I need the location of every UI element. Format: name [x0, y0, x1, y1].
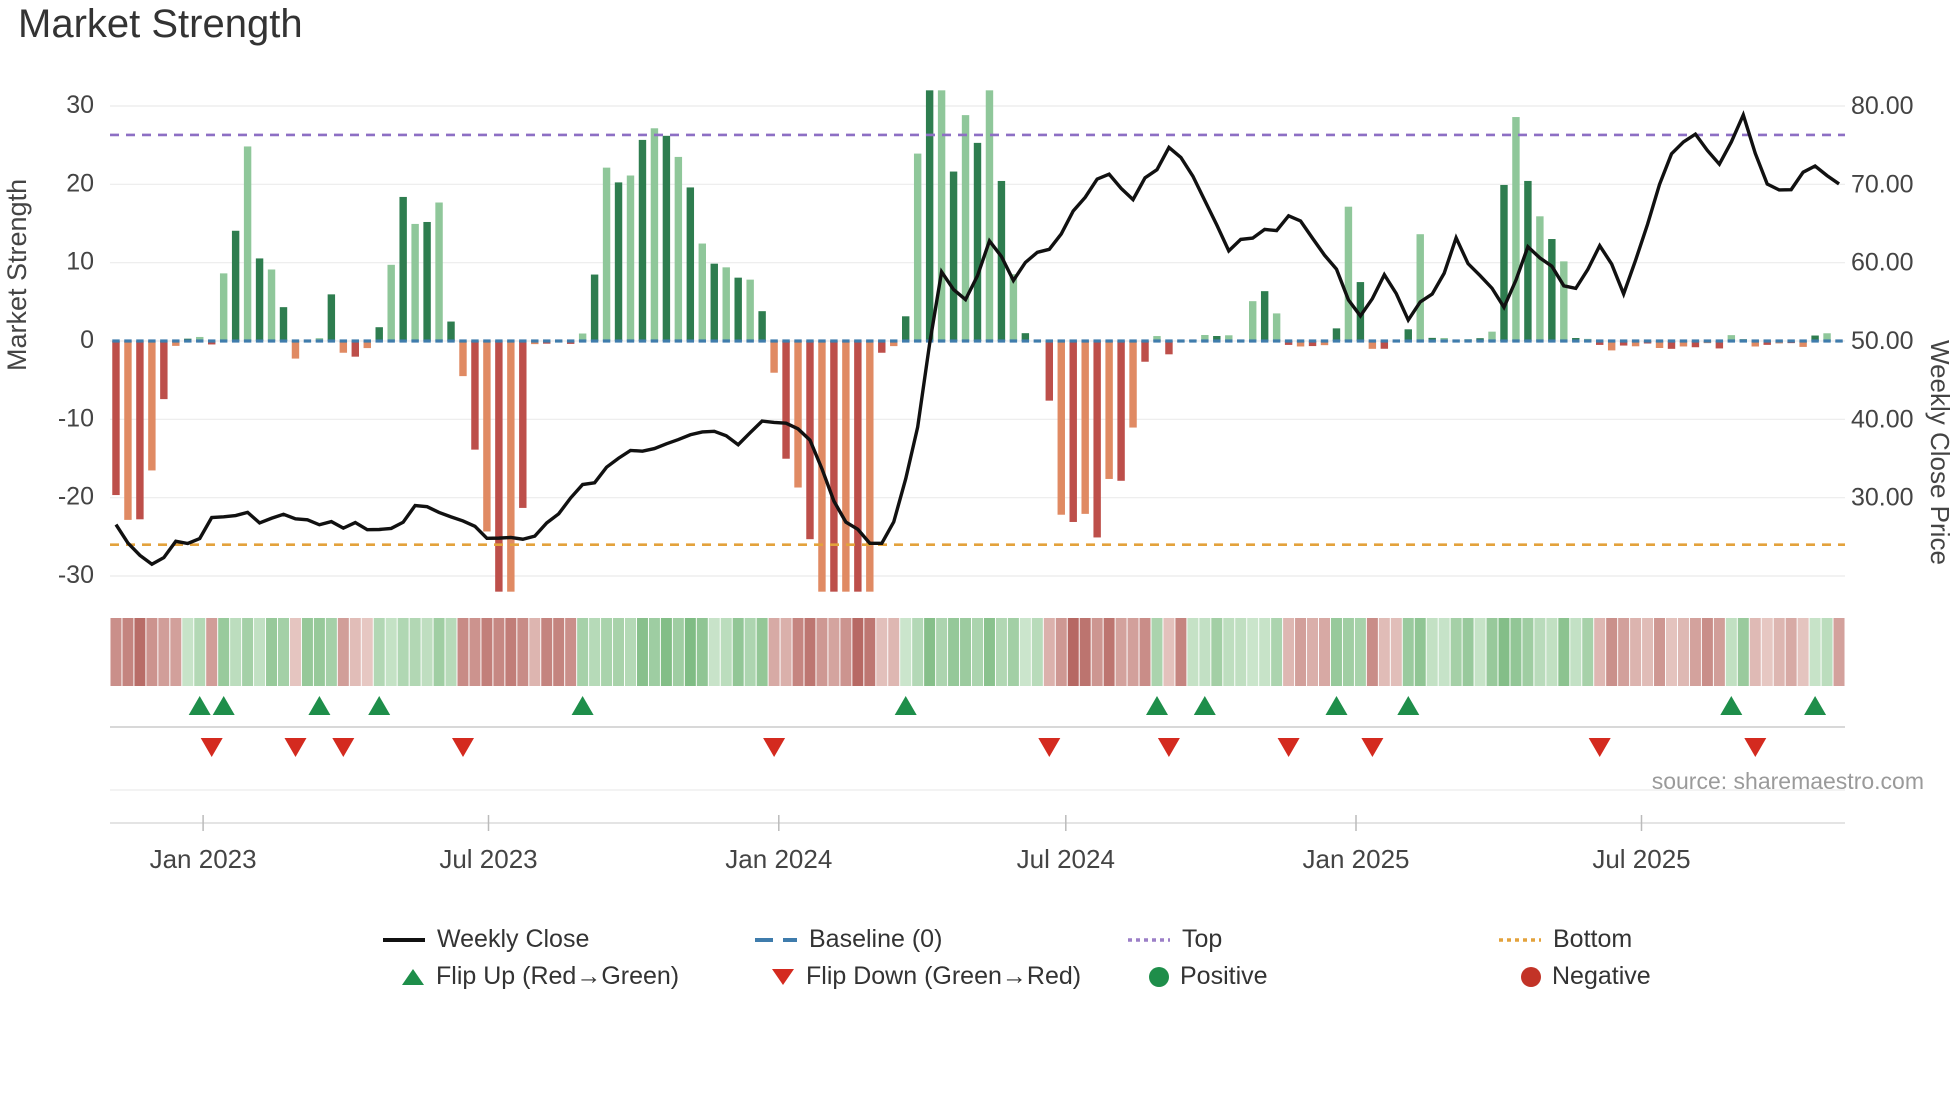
- svg-text:Jul 2025: Jul 2025: [1592, 844, 1690, 874]
- svg-text:-10: -10: [58, 404, 94, 432]
- svg-text:20: 20: [66, 169, 94, 197]
- svg-text:Jan 2025: Jan 2025: [1303, 844, 1410, 874]
- svg-text:Jan 2024: Jan 2024: [725, 844, 832, 874]
- svg-text:50.00: 50.00: [1851, 327, 1914, 355]
- svg-text:-20: -20: [58, 483, 94, 511]
- svg-text:80.00: 80.00: [1851, 92, 1914, 120]
- svg-text:40.00: 40.00: [1851, 405, 1914, 433]
- svg-text:Jul 2023: Jul 2023: [439, 844, 537, 874]
- svg-text:70.00: 70.00: [1851, 170, 1914, 198]
- svg-text:-30: -30: [58, 561, 94, 589]
- svg-text:0: 0: [80, 326, 94, 354]
- svg-text:Jan 2023: Jan 2023: [150, 844, 257, 874]
- svg-text:30.00: 30.00: [1851, 484, 1914, 512]
- svg-text:30: 30: [66, 91, 94, 119]
- svg-text:Jul 2024: Jul 2024: [1017, 844, 1115, 874]
- svg-text:60.00: 60.00: [1851, 249, 1914, 277]
- svg-text:10: 10: [66, 248, 94, 276]
